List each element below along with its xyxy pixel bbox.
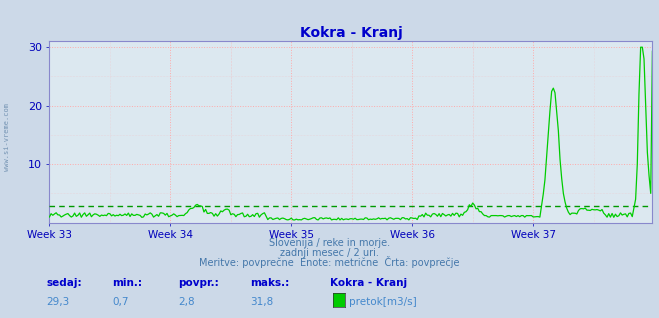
Text: pretok[m3/s]: pretok[m3/s] — [349, 297, 417, 307]
Text: Slovenija / reke in morje.: Slovenija / reke in morje. — [269, 238, 390, 248]
Text: Meritve: povprečne  Enote: metrične  Črta: povprečje: Meritve: povprečne Enote: metrične Črta:… — [199, 256, 460, 267]
Text: Kokra - Kranj: Kokra - Kranj — [330, 278, 407, 288]
Text: sedaj:: sedaj: — [46, 278, 82, 288]
Text: zadnji mesec / 2 uri.: zadnji mesec / 2 uri. — [280, 248, 379, 258]
Text: maks.:: maks.: — [250, 278, 290, 288]
Title: Kokra - Kranj: Kokra - Kranj — [300, 26, 402, 40]
Text: 31,8: 31,8 — [250, 297, 273, 307]
Text: min.:: min.: — [112, 278, 142, 288]
Text: 0,7: 0,7 — [112, 297, 129, 307]
Text: www.si-vreme.com: www.si-vreme.com — [3, 103, 10, 171]
Text: 2,8: 2,8 — [178, 297, 194, 307]
Text: povpr.:: povpr.: — [178, 278, 219, 288]
Text: 29,3: 29,3 — [46, 297, 69, 307]
